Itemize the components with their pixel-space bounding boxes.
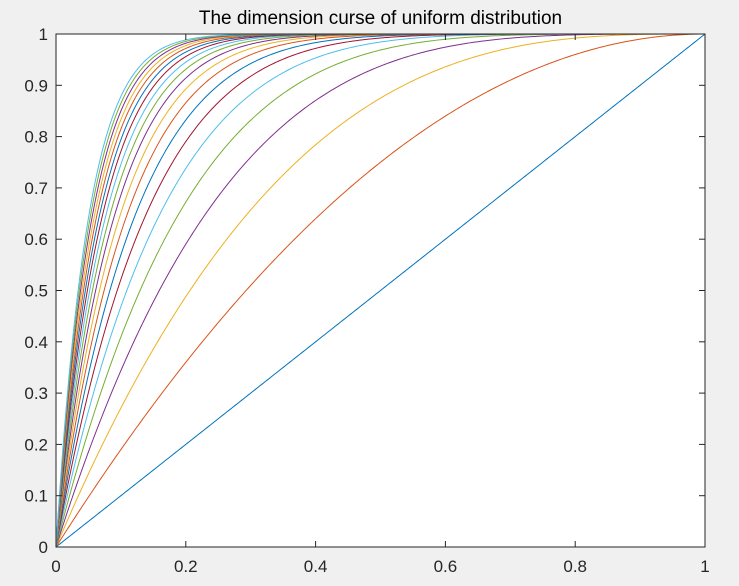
y-tick-label: 0.7: [24, 179, 48, 198]
x-tick-label: 1: [700, 557, 709, 576]
series-line-d1: [55, 33, 706, 548]
x-tick-label: 0.6: [434, 557, 458, 576]
y-tick-label: 0.3: [24, 384, 48, 403]
y-tick-label: 1: [39, 25, 48, 44]
y-tick-label: 0.6: [24, 230, 48, 249]
x-tick-label: 0.4: [304, 557, 328, 576]
chart-title: The dimension curse of uniform distribut…: [199, 8, 562, 29]
y-tick-label: 0.8: [24, 128, 48, 147]
y-tick-label: 0.9: [24, 76, 48, 95]
axes-layer: 0 0.2 0.4 0.6 0.8 1 0 0.1 0.2 0.3 0.4 0.5 0.6 0.7 0.8 0…: [24, 25, 709, 576]
y-tick-label: 0.1: [24, 487, 48, 506]
x-tick-label: 0: [51, 557, 60, 576]
x-tick-label: 0.8: [563, 557, 587, 576]
y-tick-label: 0: [39, 538, 48, 557]
y-tick-label: 0.5: [24, 282, 48, 301]
y-tick-label: 0.4: [24, 333, 48, 352]
x-tick-label: 0.2: [174, 557, 198, 576]
series-line-d3: [55, 33, 705, 548]
series-line-d2: [55, 33, 706, 548]
y-tick-label: 0.2: [24, 435, 48, 454]
